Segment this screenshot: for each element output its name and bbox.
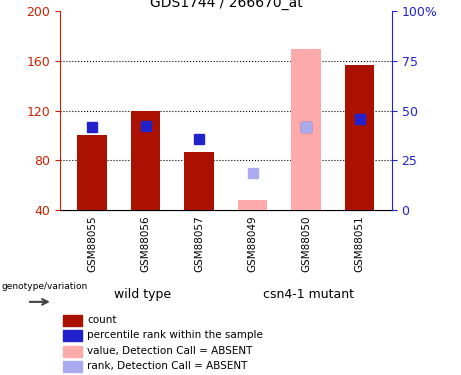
Text: genotype/variation: genotype/variation xyxy=(2,282,88,291)
Text: percentile rank within the sample: percentile rank within the sample xyxy=(87,330,263,340)
Text: csn4-1 mutant: csn4-1 mutant xyxy=(263,288,355,301)
Bar xyxy=(77,135,107,210)
Text: GSM88051: GSM88051 xyxy=(355,216,365,272)
Bar xyxy=(63,315,82,326)
Bar xyxy=(291,48,321,210)
Text: GSM88056: GSM88056 xyxy=(141,216,151,272)
Text: value, Detection Call = ABSENT: value, Detection Call = ABSENT xyxy=(87,345,253,355)
Bar xyxy=(131,111,160,210)
Bar xyxy=(63,330,82,341)
Bar xyxy=(184,152,214,210)
Text: GSM88049: GSM88049 xyxy=(248,216,258,272)
Text: wild type: wild type xyxy=(114,288,171,301)
Text: GSM88055: GSM88055 xyxy=(87,216,97,272)
Bar xyxy=(63,346,82,357)
Bar xyxy=(238,200,267,210)
Title: GDS1744 / 266670_at: GDS1744 / 266670_at xyxy=(149,0,302,10)
Text: count: count xyxy=(87,315,117,325)
Text: GSM88057: GSM88057 xyxy=(194,216,204,272)
Bar xyxy=(345,64,374,210)
Text: rank, Detection Call = ABSENT: rank, Detection Call = ABSENT xyxy=(87,361,248,371)
Bar xyxy=(63,361,82,372)
Text: GSM88050: GSM88050 xyxy=(301,216,311,272)
